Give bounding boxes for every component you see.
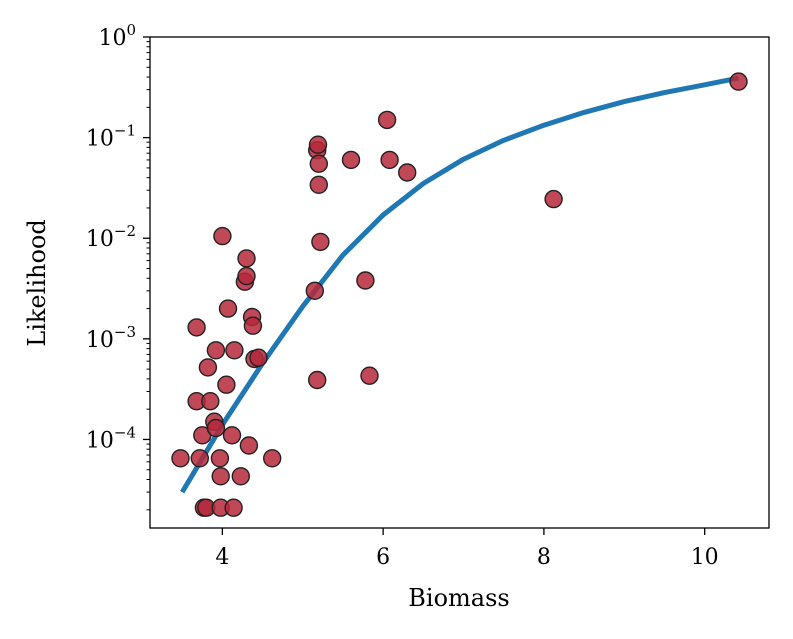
- data-point: [201, 392, 220, 411]
- y-tick-label: 100: [98, 21, 136, 51]
- data-point: [360, 366, 379, 385]
- y-axis-ticks: 10−4 10−3 10−2 10−1 100: [86, 21, 150, 511]
- data-point: [190, 449, 210, 468]
- data-point: [225, 341, 244, 360]
- data-point: [309, 154, 328, 173]
- data-point: [217, 375, 236, 394]
- y-tick-label: 10−1: [86, 122, 136, 152]
- scatter-points-layer: [171, 72, 748, 517]
- data-point: [341, 150, 361, 170]
- y-tick-label: 10−4: [86, 423, 136, 453]
- fit-curve: [180, 75, 739, 494]
- fit-curve-layer: [180, 75, 739, 494]
- data-point: [380, 150, 399, 170]
- data-point: [237, 249, 256, 268]
- axes-frame: [149, 36, 770, 529]
- data-point: [398, 163, 417, 182]
- data-point: [198, 358, 218, 377]
- data-point: [309, 175, 328, 195]
- data-point: [356, 271, 375, 290]
- x-tick-label: 8: [537, 545, 551, 570]
- data-point: [237, 266, 256, 286]
- data-point: [263, 449, 282, 468]
- data-point: [544, 189, 563, 209]
- data-point: [206, 418, 226, 438]
- x-tick-label: 4: [215, 545, 229, 570]
- data-point: [311, 232, 330, 252]
- x-tick-label: 6: [376, 545, 390, 570]
- data-point: [729, 72, 748, 91]
- data-point: [218, 299, 238, 318]
- data-point: [243, 316, 263, 335]
- data-point: [213, 226, 232, 246]
- y-tick-label: 10−3: [86, 323, 136, 353]
- data-point: [171, 449, 190, 468]
- data-point: [231, 467, 251, 486]
- x-axis-label: Biomass: [408, 584, 509, 612]
- data-point: [211, 467, 230, 486]
- data-point: [224, 498, 243, 517]
- x-tick-label: 10: [691, 545, 719, 570]
- data-point: [210, 449, 230, 468]
- data-point: [206, 341, 226, 360]
- data-point: [308, 370, 327, 390]
- data-point: [305, 281, 324, 300]
- data-point: [308, 135, 328, 154]
- data-point: [249, 348, 268, 367]
- data-point: [377, 110, 397, 130]
- x-axis-ticks: 4 6 8 10: [215, 528, 719, 570]
- y-axis-label: Likelihood: [23, 219, 51, 346]
- data-point: [239, 436, 259, 455]
- data-point: [222, 426, 242, 445]
- y-tick-label: 10−2: [86, 222, 136, 252]
- data-point: [187, 318, 206, 337]
